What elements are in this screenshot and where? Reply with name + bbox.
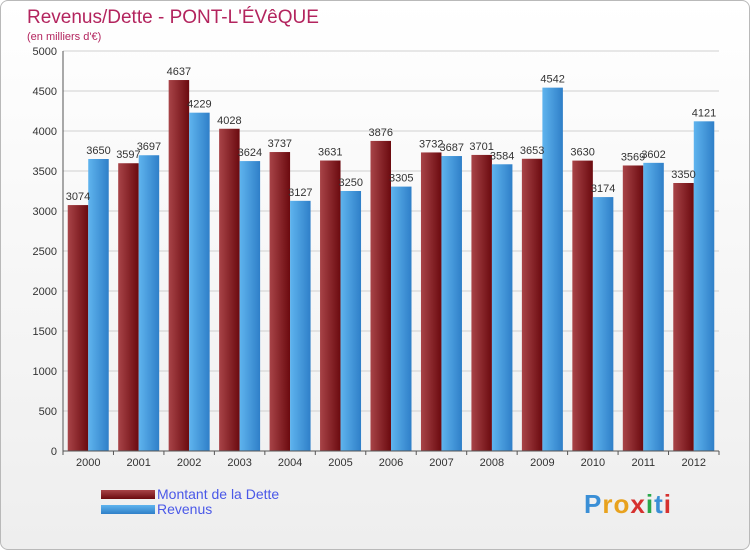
bar-revenue-2009 [542, 87, 563, 451]
bar-debt-2005 [320, 160, 341, 451]
logo-letter: P [584, 489, 603, 519]
y-tick-label: 2000 [33, 286, 57, 298]
x-tick-label: 2009 [530, 457, 554, 469]
y-tick-label: 4500 [33, 86, 57, 98]
y-tick-label: 0 [51, 446, 57, 458]
bar-revenue-2007 [441, 156, 462, 452]
x-tick-label: 2010 [581, 457, 605, 469]
data-label-revenue-2011: 3602 [641, 149, 665, 161]
bar-debt-2004 [269, 152, 291, 452]
logo-letter: i [663, 489, 672, 519]
x-tick-label: 2007 [429, 457, 453, 469]
y-tick-label: 1000 [33, 366, 57, 378]
bar-debt-2012 [673, 183, 694, 451]
y-tick-label: 1500 [33, 326, 57, 338]
y-tick-label: 5000 [33, 46, 57, 58]
y-tick-label: 2500 [33, 246, 57, 258]
bar-debt-2011 [622, 165, 644, 452]
data-label-revenue-2003: 3624 [238, 147, 262, 159]
bar-revenue-2001 [138, 155, 160, 452]
data-label-debt-2001: 3597 [116, 149, 140, 161]
logo-letter: o [613, 489, 631, 519]
data-label-debt-2004: 3737 [268, 138, 292, 150]
data-label-revenue-2002: 4229 [187, 99, 211, 111]
logo-letter: r [602, 489, 614, 519]
data-label-debt-2000: 3074 [66, 191, 90, 203]
logo-letter: i [645, 489, 655, 519]
data-label-revenue-2006: 3305 [389, 173, 413, 185]
bar-revenue-2000 [88, 159, 109, 451]
data-label-debt-2007: 3732 [419, 138, 443, 150]
data-label-revenue-2004: 3127 [288, 187, 312, 199]
data-label-debt-2002: 4637 [167, 66, 191, 78]
y-tick-label: 4000 [33, 126, 57, 138]
data-label-revenue-2012: 4121 [692, 107, 716, 119]
data-label-debt-2005: 3631 [318, 147, 342, 159]
x-tick-label: 2012 [682, 457, 706, 469]
legend-swatch-revenue [101, 505, 155, 514]
chart-subtitle: (en milliers d'€) [27, 31, 102, 43]
legend-swatch-debt [101, 490, 155, 499]
bar-revenue-2003 [239, 161, 261, 451]
bar-debt-2010 [572, 160, 593, 451]
proxiti-logo: Proxiti [584, 489, 672, 520]
x-tick-label: 2006 [379, 457, 403, 469]
legend-label-debt: Montant de la Dette [157, 486, 280, 502]
bar-debt-2002 [168, 80, 190, 451]
bar-revenue-2002 [189, 112, 210, 452]
bar-revenue-2005 [340, 191, 362, 451]
x-tick-label: 2011 [631, 457, 655, 469]
data-label-revenue-2007: 3687 [439, 142, 463, 154]
logo-letter: t [654, 489, 664, 519]
data-label-debt-2003: 4028 [217, 115, 241, 127]
data-label-debt-2008: 3701 [469, 141, 493, 153]
data-label-revenue-2008: 3584 [490, 150, 514, 162]
bar-revenue-2011 [643, 162, 664, 451]
data-label-revenue-2009: 4542 [540, 74, 564, 86]
legend-label-revenue: Revenus [157, 501, 213, 517]
bar-revenue-2006 [391, 186, 412, 451]
x-tick-label: 2002 [177, 457, 201, 469]
x-tick-label: 2005 [328, 457, 352, 469]
bar-debt-2001 [118, 163, 139, 452]
data-label-debt-2009: 3653 [520, 145, 544, 157]
logo-letter: x [630, 489, 646, 519]
bar-debt-2007 [420, 152, 442, 451]
y-tick-label: 500 [39, 406, 57, 418]
bar-debt-2006 [370, 140, 391, 452]
data-label-debt-2010: 3630 [570, 147, 594, 159]
x-tick-label: 2003 [227, 457, 251, 469]
bar-revenue-2004 [290, 200, 311, 451]
bar-debt-2008 [471, 154, 492, 452]
data-label-debt-2012: 3350 [671, 169, 695, 181]
x-tick-label: 2004 [278, 457, 302, 469]
data-label-revenue-2001: 3697 [137, 141, 161, 153]
bar-revenue-2012 [693, 121, 715, 451]
bar-revenue-2008 [491, 164, 513, 451]
data-label-debt-2006: 3876 [369, 127, 393, 139]
y-tick-label: 3500 [33, 166, 57, 178]
y-tick-label: 3000 [33, 206, 57, 218]
bar-debt-2003 [219, 128, 240, 451]
data-label-revenue-2005: 3250 [339, 177, 363, 189]
bar-debt-2009 [521, 158, 543, 451]
x-tick-label: 2000 [76, 457, 100, 469]
bar-debt-2000 [67, 205, 89, 451]
chart-title: Revenus/Dette - PONT-L'ÉVêQUE [27, 7, 319, 28]
x-tick-label: 2001 [126, 457, 150, 469]
x-tick-label: 2008 [480, 457, 504, 469]
data-label-revenue-2010: 3174 [591, 183, 615, 195]
data-label-debt-2011: 3569 [621, 151, 645, 163]
bar-revenue-2010 [592, 197, 614, 451]
data-label-revenue-2000: 3650 [86, 145, 110, 157]
